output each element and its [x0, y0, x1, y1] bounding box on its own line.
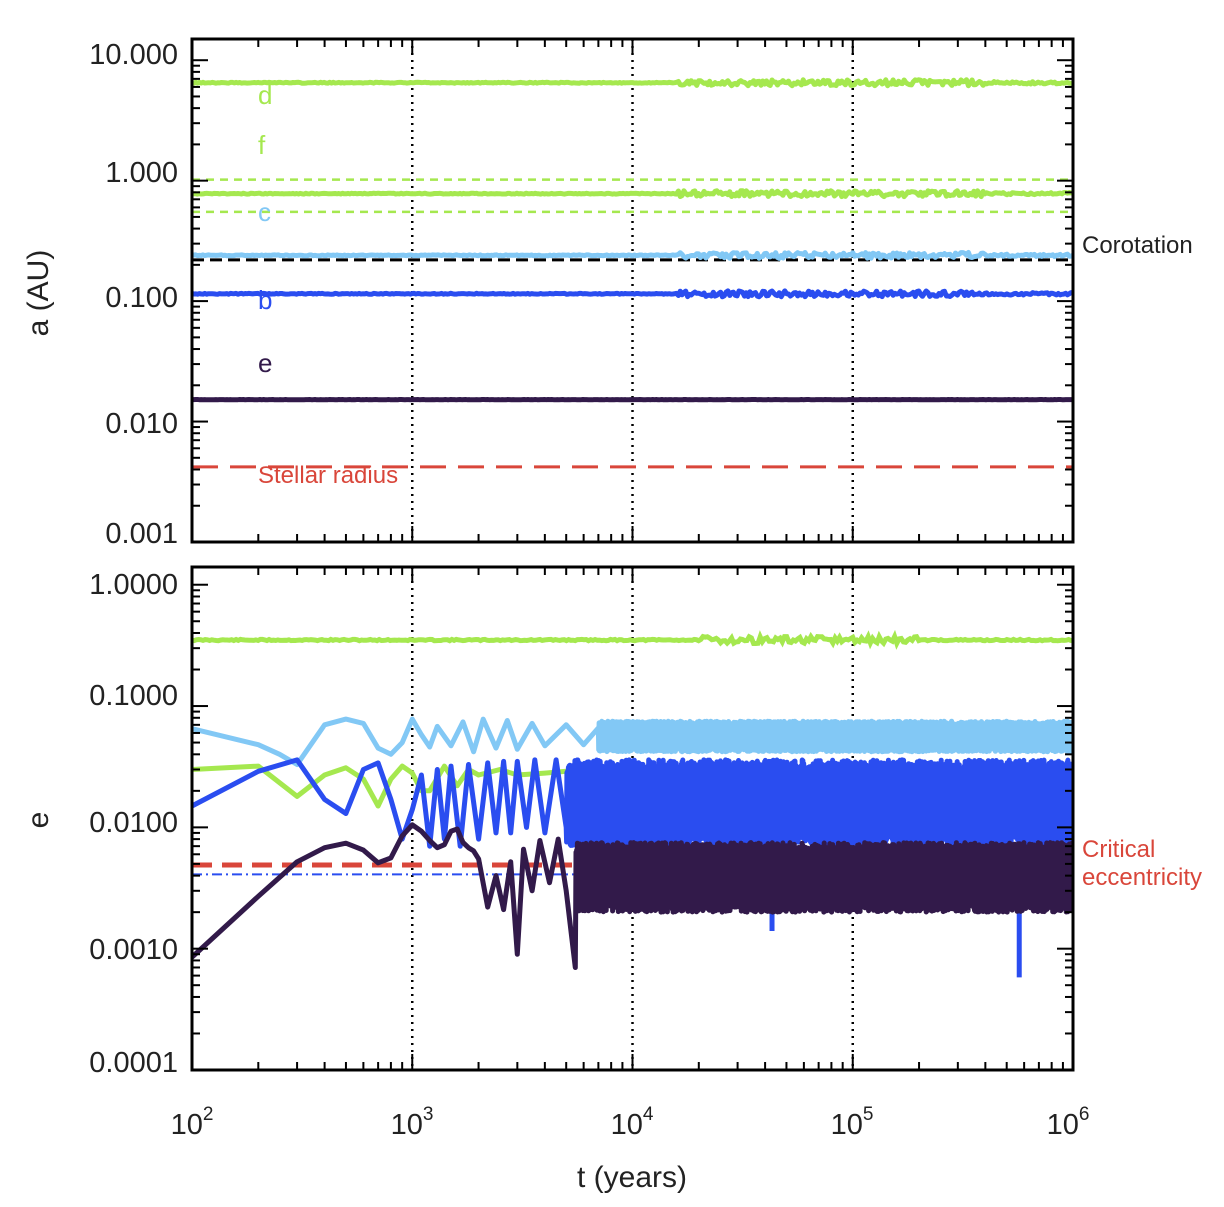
- bottom-series-blue-line: [192, 757, 1073, 849]
- x-tick-1e3: 103: [391, 1104, 434, 1141]
- series-label-e: e: [258, 348, 272, 378]
- bottom-series-purple-line: [192, 822, 1073, 970]
- y-tick-10: 10.000: [89, 39, 178, 71]
- annotation-critical: Critical: [1082, 836, 1155, 863]
- series-label-c: c: [258, 197, 271, 227]
- bottom-series-green-early-line: [192, 763, 567, 809]
- bottom-series-green-steady-line: [192, 629, 1073, 650]
- series-label-f: f: [258, 130, 266, 160]
- bottom-y-axis-label: e: [22, 812, 55, 829]
- y-tick-0p1e: 0.1000: [89, 680, 178, 712]
- bottom-plot-area: [192, 567, 1073, 1070]
- annotation-stellar-radius: Stellar radius: [258, 462, 398, 489]
- y-tick-0p0001e: 0.0001: [89, 1047, 178, 1079]
- y-tick-0p01e: 0.0100: [89, 807, 178, 839]
- y-tick-0p001e: 0.0010: [89, 934, 178, 966]
- y-tick-1: 1.000: [105, 157, 178, 189]
- y-tick-1p0: 1.0000: [89, 569, 178, 601]
- series-label-b: b: [258, 285, 272, 315]
- bottom-series-light_blue-line: [192, 716, 1073, 767]
- top-series-d-line: [192, 77, 1073, 89]
- x-tick-labels: 102 103 104 105 106: [171, 1104, 1090, 1141]
- top-series-b-line: [192, 288, 1073, 300]
- y-tick-0p001: 0.001: [105, 518, 178, 550]
- top-y-axis-label: a (AU): [22, 250, 55, 337]
- bottom-tick-marks: [191, 567, 1074, 1071]
- x-tick-1e5: 105: [831, 1104, 874, 1141]
- x-tick-1e6: 106: [1047, 1104, 1090, 1141]
- top-series-f-line: [192, 188, 1073, 200]
- x-tick-1e2: 102: [171, 1104, 214, 1141]
- y-tick-0p1: 0.100: [105, 282, 178, 314]
- top-y-tick-labels: 10.000 1.000 0.100 0.010 0.001: [89, 39, 178, 550]
- series-label-d: d: [258, 80, 272, 110]
- annotation-corotation: Corotation: [1082, 232, 1193, 259]
- top-series-c-line: [192, 249, 1073, 261]
- top-plot-area: [192, 39, 1073, 542]
- bottom-y-tick-labels: 1.0000 0.1000 0.0100 0.0010 0.0001: [89, 569, 178, 1079]
- y-tick-0p01: 0.010: [105, 408, 178, 440]
- bottom-panel: 1.0000 0.1000 0.0100 0.0010 0.0001 e 102…: [22, 565, 1202, 1194]
- annotation-eccentricity: eccentricity: [1082, 864, 1202, 891]
- top-tick-marks: [191, 39, 1074, 543]
- x-tick-1e4: 104: [611, 1104, 654, 1141]
- top-panel: 10.000 1.000 0.100 0.010 0.001 a (AU) d …: [22, 37, 1193, 550]
- x-axis-label: t (years): [577, 1161, 687, 1194]
